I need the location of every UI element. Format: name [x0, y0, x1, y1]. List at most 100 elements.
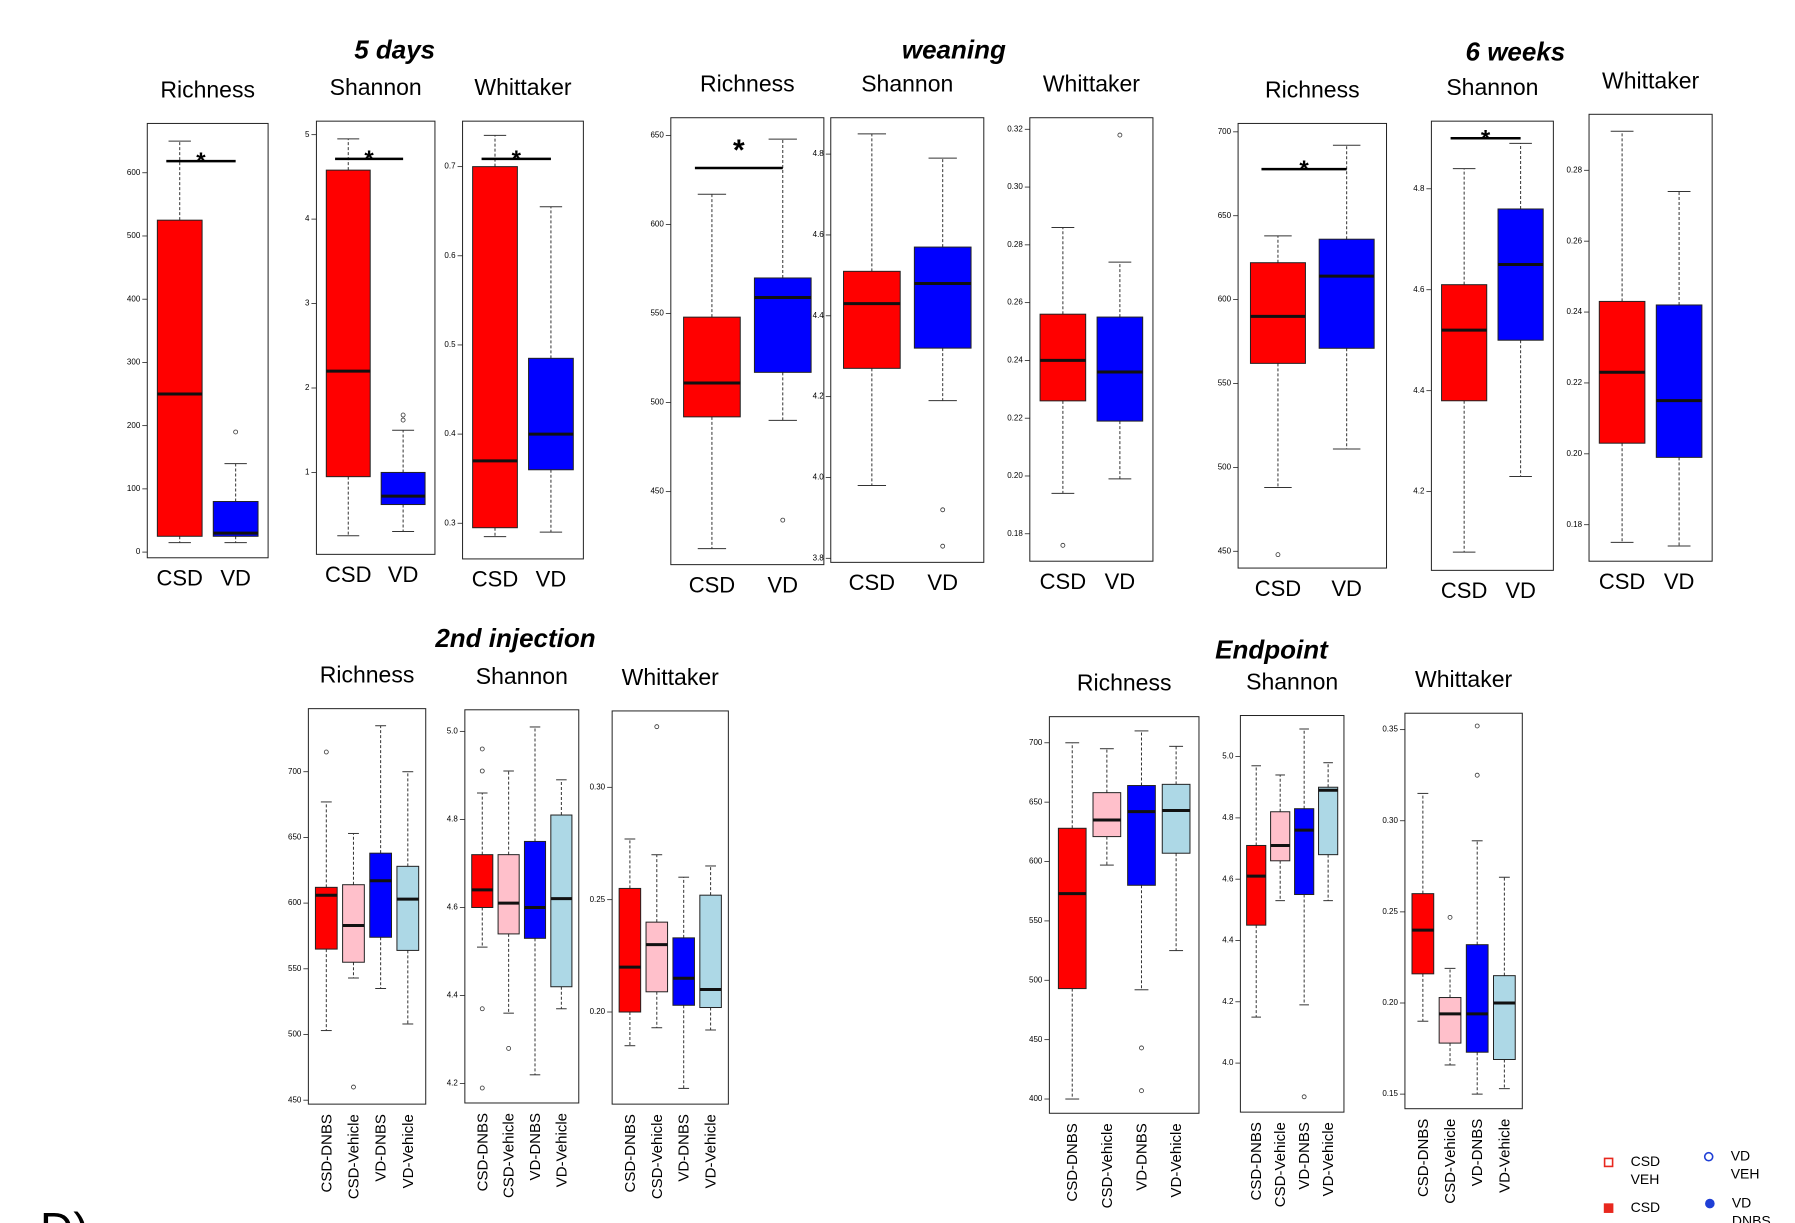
y-tick-label: 550 [1218, 379, 1232, 388]
y-tick-label: 600 [288, 898, 302, 907]
significance-star: * [1299, 156, 1309, 183]
y-tick-label: 100 [127, 484, 141, 493]
y-tick-label: 550 [650, 309, 664, 318]
outlier [1139, 1045, 1144, 1051]
x-tick-label: CSD [156, 566, 202, 591]
significance-star: * [196, 148, 206, 175]
x-tick-label: VD-Vehicle [703, 1114, 720, 1188]
metric-title: Shannon [1446, 74, 1538, 100]
box [1465, 944, 1489, 1053]
metric-title: Shannon [330, 74, 422, 100]
box [1127, 785, 1156, 886]
box [1092, 792, 1122, 838]
metric-title: Shannon [861, 71, 953, 97]
y-tick-label: 0.3 [444, 518, 456, 527]
plot-frame [1029, 117, 1154, 562]
outlier [479, 1006, 485, 1012]
outlier [1474, 772, 1480, 778]
y-tick-label: 0.20 [1382, 998, 1398, 1007]
outlier [1117, 132, 1123, 138]
outlier [1474, 723, 1480, 729]
x-tick-label: VD [1105, 569, 1136, 594]
x-tick-label: VD-DNBS [373, 1114, 390, 1182]
y-tick-label: 4.2 [1222, 997, 1234, 1006]
y-tick-label: 0.24 [1007, 356, 1023, 365]
box [1246, 844, 1267, 926]
box [523, 840, 547, 939]
y-tick-label: 700 [1218, 127, 1232, 136]
y-tick-label: 650 [650, 131, 664, 140]
y-tick-label: 4.4 [813, 311, 825, 320]
legend-marker [1705, 1198, 1715, 1209]
box [913, 246, 972, 349]
box [1441, 284, 1488, 402]
y-tick-label: 0.30 [1382, 816, 1398, 825]
y-tick-label: 300 [127, 358, 141, 367]
box [1411, 893, 1435, 975]
x-tick-label: VD-Vehicle [400, 1114, 417, 1188]
x-tick-label: VD [220, 566, 251, 591]
legend-marker [1603, 1157, 1614, 1168]
y-tick-label: 5.0 [447, 726, 459, 735]
y-tick-label: 500 [650, 398, 664, 407]
x-tick-label: VD [388, 562, 419, 587]
y-tick-label: 0.26 [1007, 298, 1023, 307]
outlier [479, 768, 485, 774]
box [396, 865, 420, 951]
box [672, 937, 695, 1006]
significance-star: * [1481, 125, 1491, 152]
box [497, 854, 520, 935]
outlier [479, 746, 485, 752]
x-tick-label: CSD [1599, 569, 1645, 594]
legend-label: VEH [1631, 1171, 1660, 1187]
box [683, 316, 741, 418]
y-tick-label: 4.8 [1222, 813, 1234, 822]
y-tick-label: 4.8 [813, 149, 825, 158]
plot-frame [1239, 715, 1345, 1113]
y-tick-label: 0.32 [1007, 124, 1023, 133]
y-tick-label: 0.6 [444, 251, 456, 260]
y-tick-label: 600 [1218, 295, 1232, 304]
plot-frame [830, 117, 985, 563]
x-tick-label: CSD-Vehicle [649, 1114, 666, 1199]
y-tick-label: 650 [1218, 211, 1232, 220]
x-tick-label: VD-Vehicle [1496, 1119, 1513, 1193]
x-tick-label: VD-DNBS [1133, 1123, 1150, 1191]
y-tick-label: 4.4 [447, 991, 459, 1000]
y-tick-label: 0.26 [1566, 236, 1582, 245]
y-tick-label: 0.20 [590, 1007, 606, 1016]
legend-label: VD [1732, 1194, 1751, 1210]
y-tick-label: 0.20 [1566, 449, 1582, 458]
legend-label: VD [1731, 1147, 1750, 1163]
y-tick-label: 0 [136, 547, 141, 556]
box [325, 169, 371, 478]
x-tick-label: VD [1664, 569, 1695, 594]
legend-label: VEH [1731, 1165, 1760, 1181]
metric-title: Whittaker [1602, 67, 1699, 93]
box [843, 270, 901, 369]
plot-frame [670, 117, 825, 566]
plot-frame [1404, 712, 1523, 1110]
y-tick-label: 600 [127, 168, 141, 177]
group-title: weaning [902, 34, 1006, 64]
plot-frame [1237, 122, 1388, 569]
metric-title: Richness [1077, 670, 1172, 696]
y-tick-label: 500 [1029, 975, 1043, 984]
y-tick-label: 0.30 [590, 782, 606, 791]
y-tick-label: 4.2 [813, 392, 825, 401]
y-tick-label: 400 [127, 294, 141, 303]
outlier [323, 749, 329, 755]
y-tick-label: 4.6 [1222, 874, 1234, 883]
legend-marker [1703, 1151, 1714, 1162]
y-tick-label: 200 [127, 421, 141, 430]
y-tick-label: 0.15 [1382, 1089, 1398, 1098]
metric-title: Richness [320, 662, 415, 688]
box [1497, 208, 1544, 341]
y-tick-label: 0.28 [1566, 165, 1582, 174]
x-tick-label: VD [536, 567, 567, 592]
x-tick-label: CSD-DNBS [318, 1114, 335, 1192]
box [1096, 316, 1144, 422]
box [618, 887, 642, 1013]
outlier [1447, 914, 1453, 920]
outlier [1060, 542, 1066, 548]
